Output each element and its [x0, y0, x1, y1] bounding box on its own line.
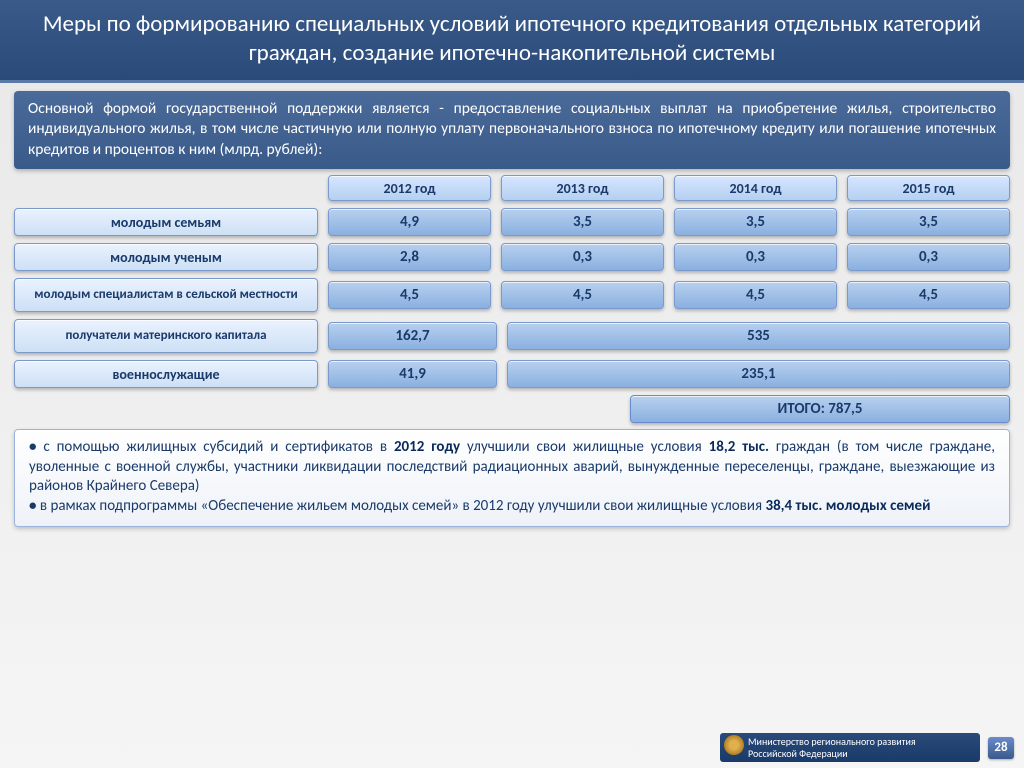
data-cell: 235,1	[507, 360, 1010, 388]
data-cell: 3,5	[674, 208, 837, 236]
year-header: 2012 год	[328, 175, 491, 201]
ministry-line2: Российской Федерации	[748, 748, 972, 760]
total-row: ИТОГО: 787,5	[14, 395, 1010, 423]
data-cell: 0,3	[674, 243, 837, 271]
data-cell: 4,9	[328, 208, 491, 236]
emblem-icon	[724, 735, 744, 755]
table-row: молодым ученым 2,8 0,3 0,3 0,3	[14, 243, 1010, 271]
data-table: 2012 год 2013 год 2014 год 2015 год молодым…	[14, 175, 1010, 388]
data-cell: 535	[507, 322, 1010, 350]
year-header: 2013 год	[501, 175, 664, 201]
row-label: молодым ученым	[14, 243, 318, 271]
ministry-line1: Министерство регионального развития	[748, 736, 972, 748]
data-cell: 4,5	[328, 281, 491, 309]
page-number: 28	[988, 737, 1014, 759]
ministry-badge: Министерство регионального развития Росс…	[720, 733, 980, 762]
year-header: 2015 год	[847, 175, 1010, 201]
row-label: молодым семьям	[14, 208, 318, 236]
notes-box: с помощью жилищных субсидий и сертификат…	[14, 429, 1010, 527]
table-row: молодым семьям 4,9 3,5 3,5 3,5	[14, 208, 1010, 236]
header-row: 2012 год 2013 год 2014 год 2015 год	[14, 175, 1010, 201]
slide-title: Меры по формированию специальных условий…	[0, 0, 1024, 83]
data-cell: 2,8	[328, 243, 491, 271]
table-row: военнослужащие 41,9 235,1	[14, 360, 1010, 388]
data-cell: 4,5	[674, 281, 837, 309]
row-label: военнослужащие	[14, 360, 318, 388]
row-label: получатели материнского капитала	[14, 319, 318, 353]
data-cell: 0,3	[847, 243, 1010, 271]
data-cell: 162,7	[328, 322, 497, 350]
data-cell: 0,3	[501, 243, 664, 271]
intro-text: Основной формой государственной поддержк…	[14, 91, 1010, 170]
data-cell: 4,5	[501, 281, 664, 309]
data-cell: 4,5	[847, 281, 1010, 309]
table-row: получатели материнского капитала 162,7 535	[14, 319, 1010, 353]
total-value: ИТОГО: 787,5	[630, 395, 1010, 423]
data-cell: 3,5	[847, 208, 1010, 236]
data-cell: 41,9	[328, 360, 497, 388]
note-item: в рамках подпрограммы «Обеспечение жилье…	[29, 497, 995, 517]
table-row: молодым специалистам в сельской местност…	[14, 278, 1010, 312]
footer: Министерство регионального развития Росс…	[720, 733, 1014, 762]
row-label: молодым специалистам в сельской местност…	[14, 278, 318, 312]
data-cell: 3,5	[501, 208, 664, 236]
note-item: с помощью жилищных субсидий и сертификат…	[29, 438, 995, 497]
year-header: 2014 год	[674, 175, 837, 201]
